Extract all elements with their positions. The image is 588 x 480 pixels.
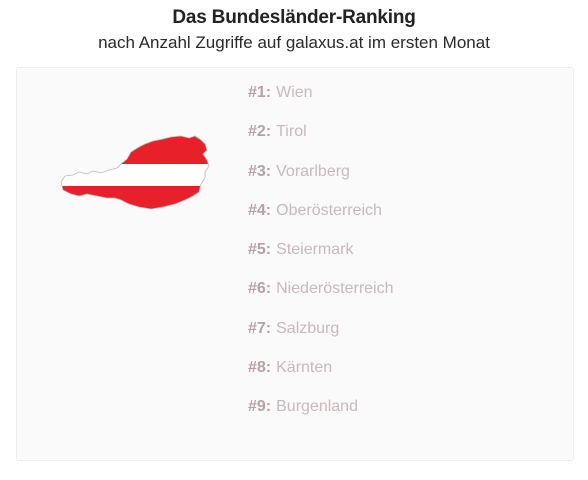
state-name: Steiermark xyxy=(276,241,354,259)
rank-number: #4: xyxy=(248,201,272,219)
list-item: #1: Wien xyxy=(248,81,394,120)
state-name: Vorarlberg xyxy=(276,162,350,180)
list-item: #2: Tirol xyxy=(248,120,394,159)
page-subtitle: nach Anzahl Zugriffe auf galaxus.at im e… xyxy=(98,33,490,52)
state-name: Niederösterreich xyxy=(276,280,394,298)
list-item: #3: Vorarlberg xyxy=(248,160,394,199)
list-item: #4: Oberösterreich xyxy=(248,199,394,238)
rank-number: #5: xyxy=(248,241,272,259)
page-title: Das Bundesländer-Ranking xyxy=(172,7,416,28)
state-name: Kärnten xyxy=(276,359,333,377)
state-name: Burgenland xyxy=(276,398,358,416)
rank-number: #2: xyxy=(248,123,272,141)
list-item: #5: Steiermark xyxy=(248,238,394,277)
list-item: #7: Salzburg xyxy=(248,317,394,356)
ranking-card: #1: Wien #2: Tirol #3: Vorarlberg #4: Oberös… xyxy=(16,67,574,461)
rank-number: #6: xyxy=(248,280,272,298)
rank-number: #7: xyxy=(248,319,272,337)
rank-number: #9: xyxy=(248,398,272,416)
header: Das Bundesländer-Ranking nach Anzahl Zug… xyxy=(0,6,588,54)
state-name: Salzburg xyxy=(276,319,340,337)
state-name: Oberösterreich xyxy=(276,201,382,219)
ranking-list: #1: Wien #2: Tirol #3: Vorarlberg #4: Oberös… xyxy=(248,81,394,435)
rank-number: #3: xyxy=(248,162,272,180)
rank-number: #1: xyxy=(248,84,272,101)
state-name: Wien xyxy=(276,84,313,101)
list-item: #6: Niederösterreich xyxy=(248,277,394,316)
rank-number: #8: xyxy=(248,359,272,377)
list-item: #9: Burgenland xyxy=(248,395,394,434)
list-item: #8: Kärnten xyxy=(248,356,394,395)
state-name: Tirol xyxy=(276,123,307,141)
austria-flag-map-icon xyxy=(60,135,210,210)
